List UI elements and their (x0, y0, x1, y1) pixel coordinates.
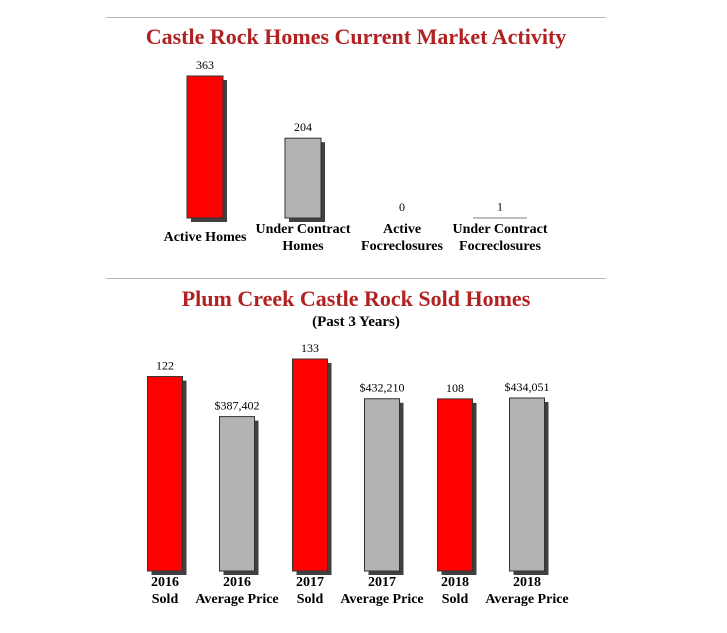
chart1-bar-1-value-label: 204 (294, 120, 312, 134)
chart2-category-label-0: 2016 Sold (151, 575, 179, 607)
chart1-bar-1 (284, 137, 322, 219)
chart2-bar-1-value-label: $387,402 (215, 399, 260, 413)
chart1-title: Castle Rock Homes Current Market Activit… (145, 24, 567, 49)
chart2-bar-4-value-label: 108 (446, 381, 464, 395)
chart2-category-label-4: 2018 Sold (441, 575, 469, 607)
chart2-category-label-2: 2017 Sold (296, 575, 324, 607)
chart2-bar-5-value-label: $434,051 (505, 380, 550, 394)
top-divider (106, 17, 606, 18)
chart1-bar-0 (186, 75, 224, 219)
chart1-bar-2-value-label: 0 (399, 200, 405, 214)
chart2-bar-5 (509, 397, 545, 572)
chart2-bar-0 (147, 376, 183, 572)
chart2-category-label-3: 2017 Average Price (340, 575, 423, 607)
chart1-bar-0-value-label: 363 (196, 58, 214, 72)
chart2-category-label-5: 2018 Average Price (485, 575, 568, 607)
chart2-bar-1 (219, 416, 255, 572)
middle-divider (106, 278, 606, 279)
chart2-subtitle: (Past 3 Years) (312, 314, 400, 330)
chart1-plot: 363 Active Homes 204 Under Contract Homes 0 Ac… (164, 58, 548, 254)
chart2-bar-3-value-label: $432,210 (360, 381, 405, 395)
chart1-category-label-3: Under Contract Focreclosures (452, 222, 547, 254)
chart1-category-label-2: Active Focreclosures (361, 222, 443, 254)
chart2-bar-0-value-label: 122 (156, 359, 174, 373)
chart2-bar-2-value-label: 133 (301, 341, 319, 355)
chart2-category-label-1: 2016 Average Price (195, 575, 278, 607)
chart2-bar-3 (364, 398, 400, 572)
chart1-category-label-0: Active Homes (164, 230, 247, 245)
chart1-bar-3-value-label: 1 (497, 200, 503, 214)
chart2-plot: 122 2016 Sold $387,402 2016 Average Price 133 2… (147, 341, 569, 607)
chart2-title: Plum Creek Castle Rock Sold Homes (181, 286, 531, 311)
chart2-bar-2 (292, 358, 328, 572)
chart2-bar-4 (437, 398, 473, 572)
chart1-category-label-1: Under Contract Homes (255, 222, 350, 254)
